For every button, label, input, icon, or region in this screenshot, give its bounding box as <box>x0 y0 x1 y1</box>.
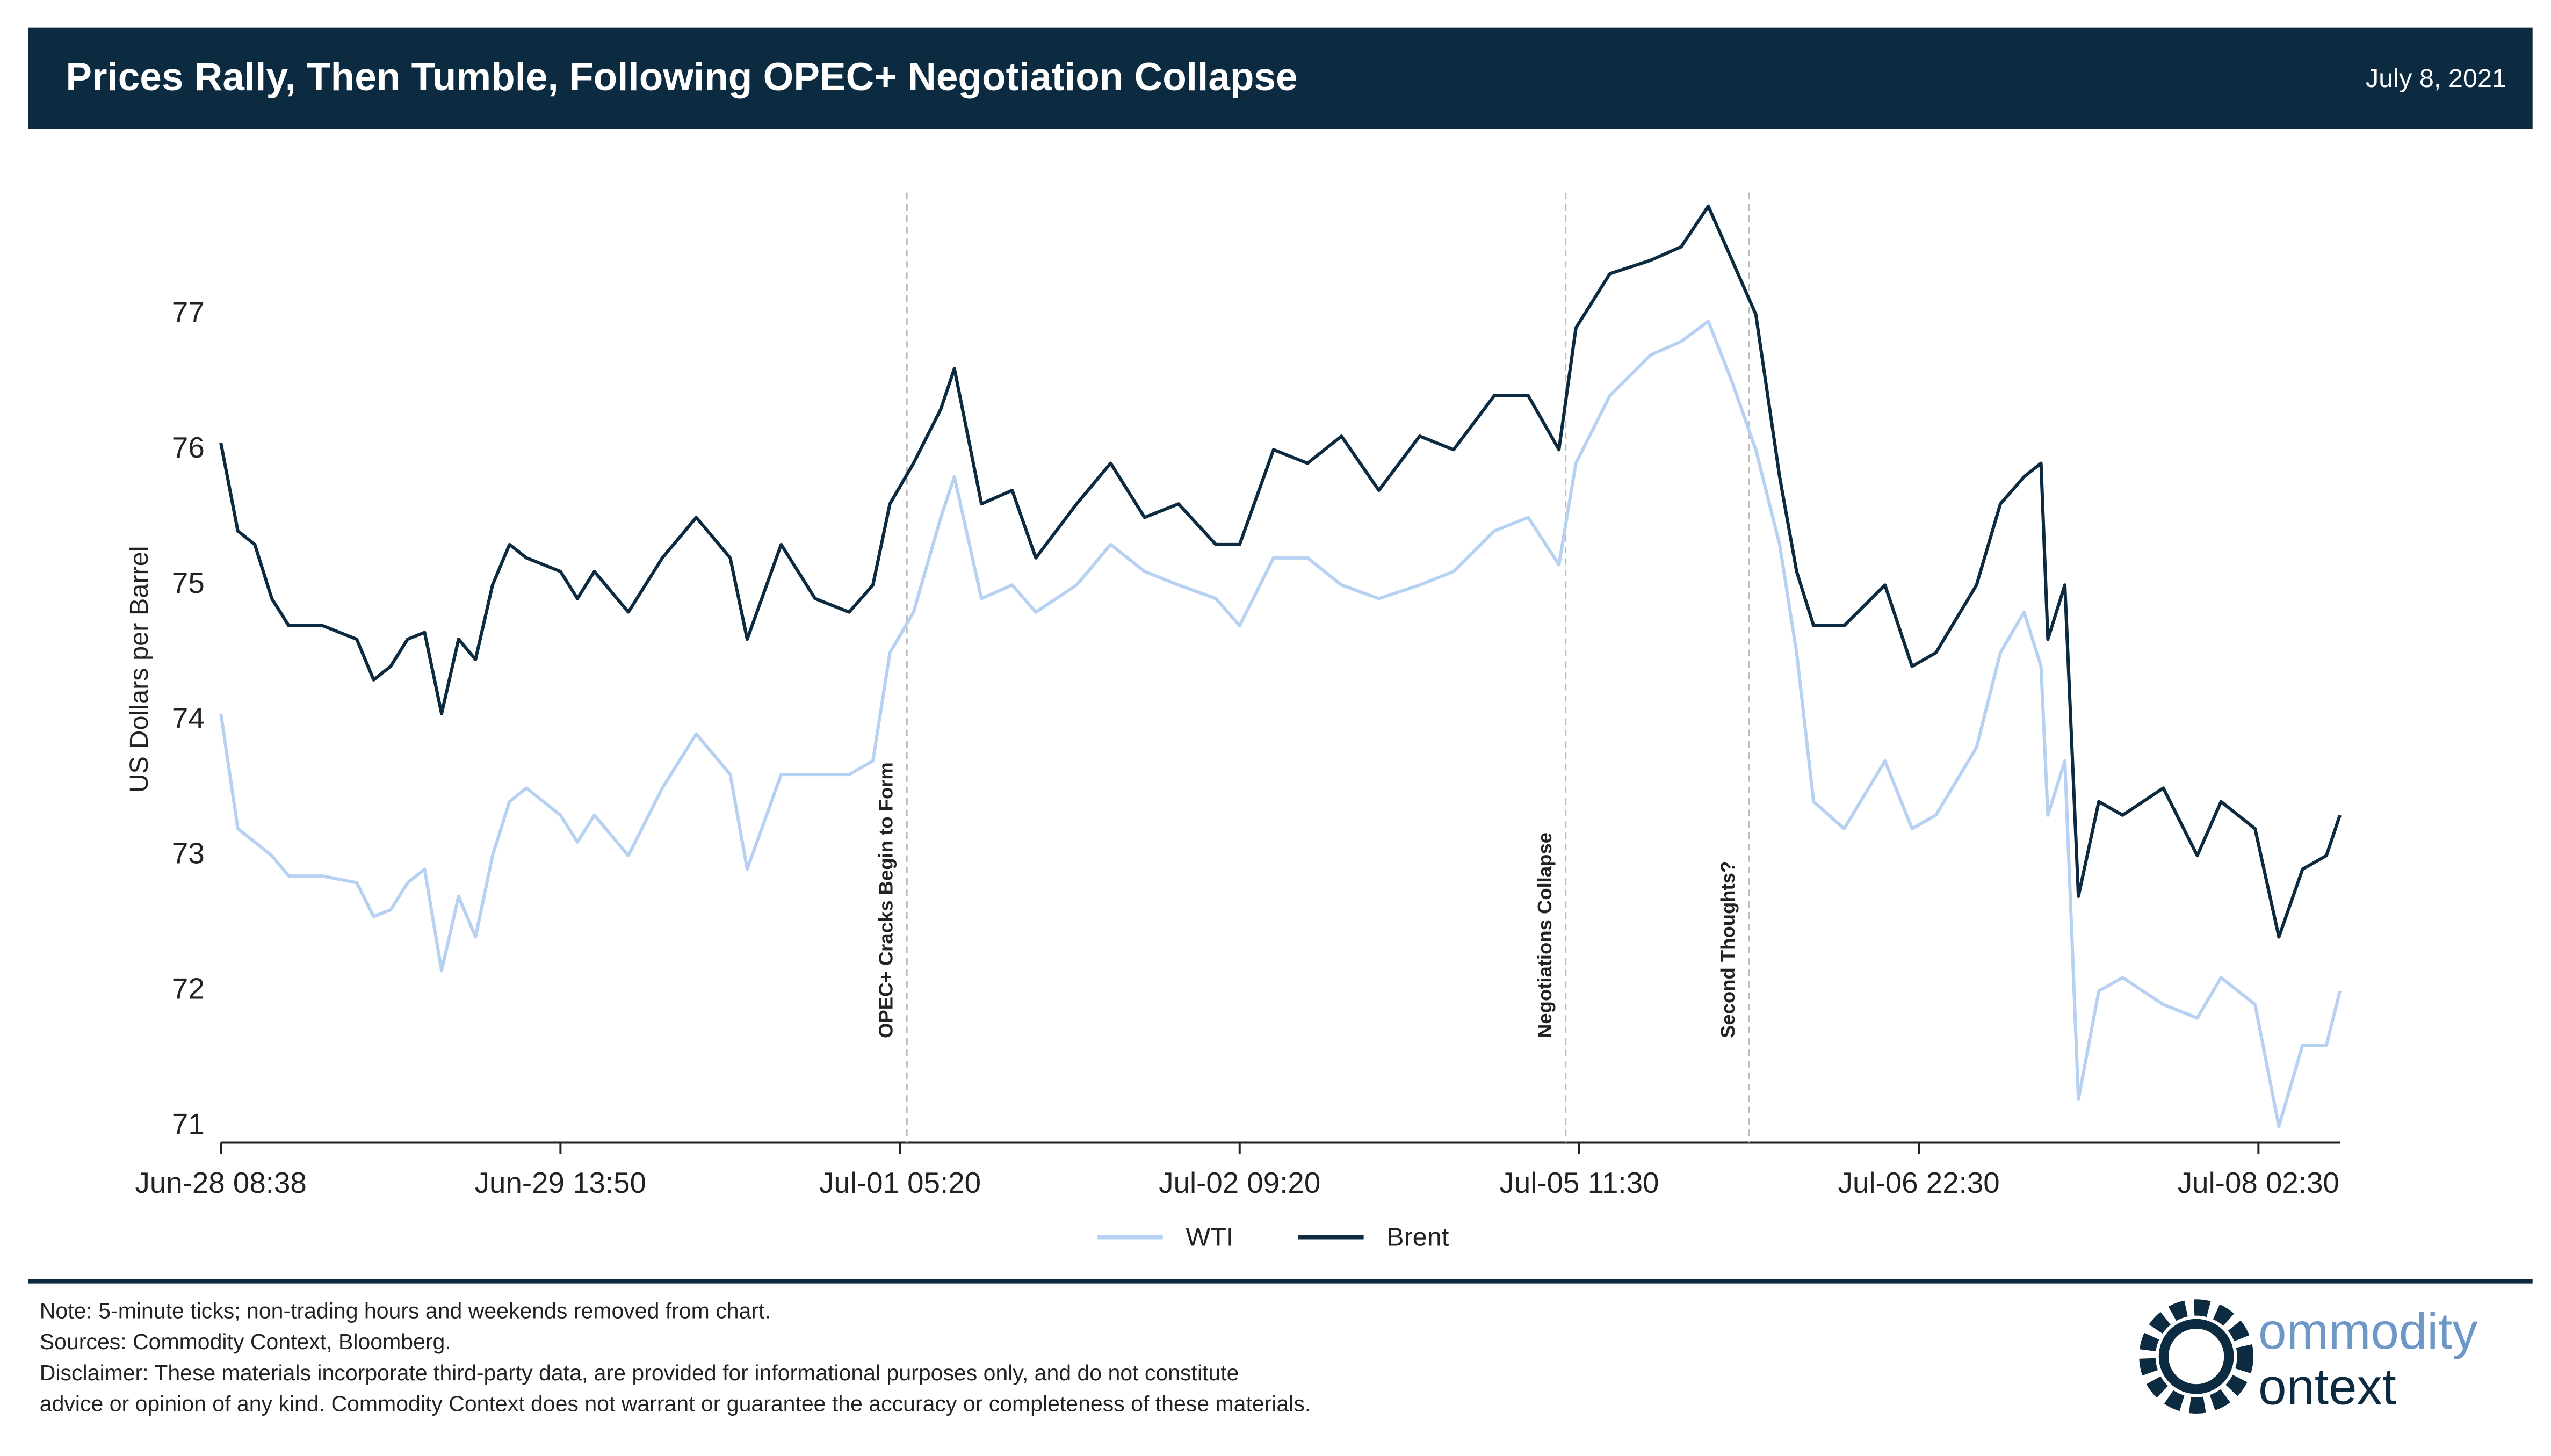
header-bar <box>28 27 2533 129</box>
title: Prices Rally, Then Tumble, Following OPE… <box>66 55 1297 99</box>
event-label: Second Thoughts? <box>1717 861 1739 1038</box>
x-tick-label: Jun-29 13:50 <box>475 1166 646 1199</box>
series-line <box>219 320 2342 1128</box>
legend-label: WTI <box>1186 1223 1233 1252</box>
x-tick-label: Jul-01 05:20 <box>819 1166 981 1199</box>
x-tick-label: Jul-02 09:20 <box>1159 1166 1320 1199</box>
logo-text: ontext <box>2258 1358 2396 1415</box>
y-tick-label: 77 <box>172 295 205 329</box>
y-tick-label: 72 <box>172 972 205 1005</box>
y-tick-label: 76 <box>172 431 205 464</box>
y-tick-label: 73 <box>172 837 205 870</box>
footer-note: Note: 5-minute ticks; non-trading hours … <box>40 1298 771 1323</box>
logo-ring <box>2158 1319 2234 1394</box>
x-tick-label: Jul-06 22:30 <box>1838 1166 2000 1199</box>
y-tick-label: 75 <box>172 566 205 599</box>
legend-label: Brent <box>1386 1223 1449 1252</box>
series-line <box>219 204 2342 939</box>
date: July 8, 2021 <box>2366 64 2506 93</box>
footer-note: Disclaimer: These materials incorporate … <box>40 1360 1239 1385</box>
logo: ommodity ontext <box>2139 1299 2477 1415</box>
x-tick-label: Jun-28 08:38 <box>135 1166 307 1199</box>
event-label: OPEC+ Cracks Begin to Form <box>875 762 897 1038</box>
x-tick-label: Jul-08 02:30 <box>2178 1166 2339 1199</box>
y-tick-label: 74 <box>172 701 205 735</box>
y-axis-label: US Dollars per Barrel <box>125 546 154 792</box>
logo-text: ommodity <box>2258 1303 2477 1359</box>
event-label: Negotiations Collapse <box>1534 832 1556 1038</box>
x-tick-label: Jul-05 11:30 <box>1499 1166 1659 1199</box>
logo-gear <box>2139 1299 2254 1414</box>
y-tick-label: 71 <box>172 1107 205 1141</box>
footer-note: Sources: Commodity Context, Bloomberg. <box>40 1329 451 1354</box>
footer-note: advice or opinion of any kind. Commodity… <box>40 1392 1311 1416</box>
